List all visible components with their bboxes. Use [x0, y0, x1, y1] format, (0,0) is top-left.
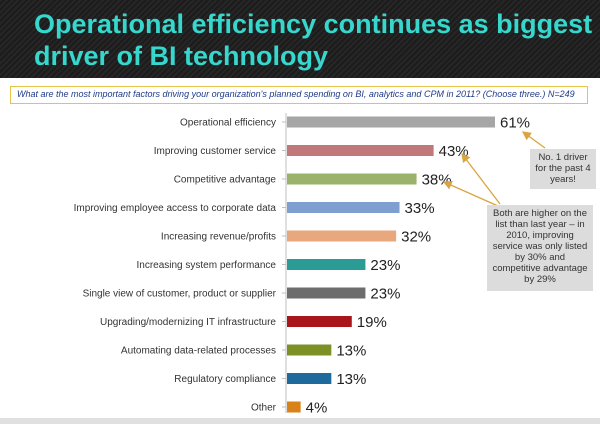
- bar-chart: Operational efficiency 61% Improving custo…: [74, 113, 546, 417]
- data-label: 38%: [422, 172, 452, 189]
- data-label: 23%: [370, 286, 400, 303]
- title-banner: Operational efficiency continues as bigg…: [0, 0, 600, 78]
- data-label: 32%: [401, 229, 431, 246]
- category-label: Single view of customer, product or supp…: [83, 289, 277, 300]
- category-label: Increasing revenue/profits: [161, 232, 276, 243]
- callout-arrow-2a: [461, 152, 501, 205]
- data-label: 13%: [336, 371, 366, 388]
- bar: [287, 373, 332, 384]
- data-label: 61%: [500, 115, 530, 132]
- data-label: 33%: [405, 200, 435, 217]
- callout-no1-driver: No. 1 driver for the past 4 years!: [530, 149, 596, 189]
- bar: [287, 230, 397, 242]
- category-label: Operational efficiency: [180, 118, 276, 129]
- data-label: 23%: [370, 257, 400, 274]
- data-label: 13%: [336, 343, 366, 360]
- category-label: Competitive advantage: [174, 175, 277, 186]
- data-label: 19%: [357, 314, 387, 331]
- bar: [287, 401, 301, 413]
- callout-year-comparison: Both are higher on the list than last ye…: [487, 205, 593, 291]
- bar: [287, 344, 332, 356]
- data-label: 4%: [306, 400, 328, 417]
- bar: [287, 202, 400, 213]
- category-label: Improving customer service: [154, 146, 277, 157]
- category-label: Upgrading/modernizing IT infrastructure: [100, 317, 276, 328]
- callout-arrow-1: [521, 131, 546, 149]
- survey-question-box: What are the most important factors driv…: [10, 86, 588, 104]
- bar: [287, 316, 352, 327]
- bar: [287, 287, 366, 299]
- page-title: Operational efficiency continues as bigg…: [34, 9, 593, 71]
- bar: [287, 145, 434, 156]
- callout-arrow-2b: [442, 181, 499, 207]
- category-label: Improving employee access to corporate d…: [74, 203, 277, 214]
- bar: [287, 173, 417, 185]
- category-label: Regulatory compliance: [174, 374, 276, 385]
- category-label: Increasing system performance: [136, 260, 276, 271]
- footer-strip: [0, 418, 600, 424]
- bar: [287, 259, 366, 270]
- data-label: 43%: [439, 143, 469, 160]
- bar: [287, 116, 495, 128]
- category-label: Other: [251, 403, 277, 414]
- survey-question: What are the most important factors driv…: [17, 89, 575, 99]
- category-label: Automating data-related processes: [121, 346, 276, 357]
